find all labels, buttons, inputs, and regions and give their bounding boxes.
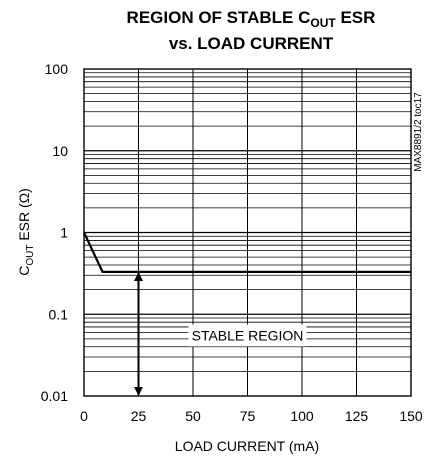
- y-axis-label: COUT ESR (Ω): [16, 188, 36, 276]
- x-tick-label: 50: [185, 408, 201, 424]
- y-tick-label: 10: [52, 143, 68, 159]
- x-tick-label: 150: [399, 408, 423, 424]
- y-tick-label: 0.01: [41, 388, 68, 404]
- x-tick-label: 100: [290, 408, 314, 424]
- x-tick-label: 125: [345, 408, 369, 424]
- x-tick-label: 75: [240, 408, 256, 424]
- part-number-label: MAX8891/2 toc17: [413, 92, 424, 172]
- y-tick-label: 100: [45, 61, 69, 77]
- series-lines: [83, 232, 411, 273]
- chart-title-line1: REGION OF STABLE COUT ESR: [127, 8, 376, 30]
- y-tick-labels: 0.01 0.1 1 10 100: [41, 61, 68, 404]
- y-tick-label: 0.1: [49, 306, 69, 322]
- grid-lines: [84, 69, 411, 396]
- stable-region-label: STABLE REGION: [192, 327, 304, 343]
- y-tick-label: 1: [60, 225, 68, 241]
- stability-boundary-line: [83, 232, 411, 273]
- x-axis-label: LOAD CURRENT (mA): [175, 438, 319, 454]
- stable-region-label-box: [188, 324, 307, 347]
- x-tick-label: 0: [80, 408, 88, 424]
- x-tick-label: 25: [131, 408, 147, 424]
- x-tick-labels: 0 25 50 75 100 125 150: [80, 408, 423, 424]
- chart-title-line2: vs. LOAD CURRENT: [169, 34, 334, 53]
